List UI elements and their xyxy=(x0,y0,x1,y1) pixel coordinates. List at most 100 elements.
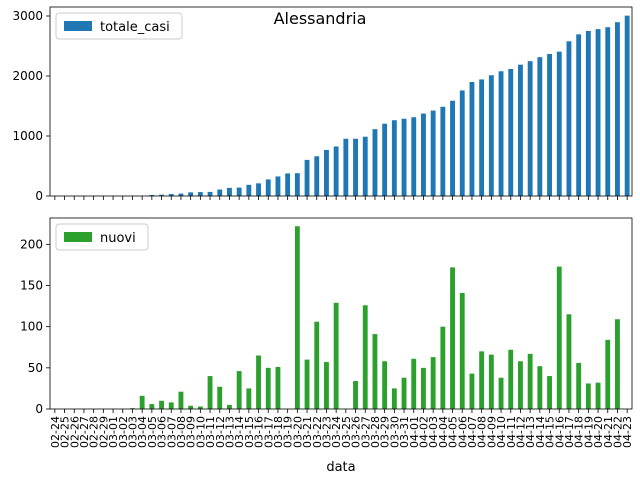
nuovi-x-tick-label: 04-01 xyxy=(408,416,421,448)
totale-casi-bar xyxy=(236,187,242,196)
nuovi-x-tick-label: 03-28 xyxy=(369,416,382,448)
totale-casi-panel: 0 1000 2000 3000 totale_casi xyxy=(12,6,633,203)
nuovi-x-tick-label: 02-25 xyxy=(59,416,72,448)
nuovi-x-tick-label: 02-28 xyxy=(88,416,101,448)
nuovi-x-tick-label: 04-17 xyxy=(563,416,576,448)
nuovi-y-tick-label: 150 xyxy=(20,279,43,293)
totale-casi-bar xyxy=(149,195,155,196)
nuovi-bar xyxy=(275,367,281,409)
nuovi-bar xyxy=(149,404,155,409)
nuovi-bar xyxy=(246,388,252,409)
nuovi-x-tick-label: 03-03 xyxy=(126,416,139,448)
nuovi-x-tick-label: 04-08 xyxy=(476,416,489,448)
nuovi-bar xyxy=(130,408,135,409)
nuovi-x-tick-label: 04-06 xyxy=(456,416,469,448)
totale-casi-bar xyxy=(391,120,397,196)
nuovi-bar xyxy=(236,371,242,409)
totale-casi-bar xyxy=(595,29,601,196)
nuovi-x-tick-label: 03-19 xyxy=(282,416,295,448)
totale-casi-bar xyxy=(469,82,475,196)
nuovi-bar xyxy=(168,402,174,409)
totale-casi-legend-box xyxy=(55,12,183,40)
totale-casi-bar xyxy=(488,75,494,196)
nuovi-x-tick-label: 04-09 xyxy=(485,416,498,448)
nuovi-bar xyxy=(488,354,494,409)
nuovi-bar xyxy=(333,302,339,409)
nuovi-x-tick-label: 04-23 xyxy=(621,416,634,448)
nuovi-bar xyxy=(178,391,184,409)
totale-casi-bar xyxy=(450,100,455,196)
nuovi-x-tick-label: 04-14 xyxy=(534,416,547,448)
nuovi-x-tick-label: 03-26 xyxy=(350,416,363,448)
x-axis-label: data xyxy=(326,460,355,475)
nuovi-x-tick-label: 04-02 xyxy=(417,416,430,448)
nuovi-x-tick-label: 03-09 xyxy=(185,416,198,448)
nuovi-bar xyxy=(440,326,446,409)
nuovi-y-tick-label: 100 xyxy=(20,320,43,334)
totale-casi-bar xyxy=(168,194,174,196)
nuovi-x-tick-label: 03-31 xyxy=(398,416,411,448)
nuovi-bar xyxy=(256,355,261,409)
nuovi-x-tick-label: 03-13 xyxy=(223,416,236,448)
nuovi-x-tick-label: 03-29 xyxy=(379,416,392,448)
nuovi-legend-box xyxy=(55,223,149,251)
nuovi-bar xyxy=(217,386,223,409)
totale-casi-bar xyxy=(314,156,320,196)
totale-casi-bar xyxy=(207,191,213,196)
nuovi-x-tick-label: 03-20 xyxy=(291,416,304,448)
totale-casi-bar xyxy=(421,113,426,196)
nuovi-bar xyxy=(430,357,436,409)
nuovi-bar xyxy=(508,349,514,409)
nuovi-bar xyxy=(372,334,378,409)
totale-casi-bar xyxy=(246,184,252,196)
nuovi-x-tick-label: 04-12 xyxy=(514,416,527,448)
nuovi-legend-label: nuovi xyxy=(100,231,136,246)
totale-casi-bar xyxy=(294,173,300,196)
nuovi-bar xyxy=(605,339,611,409)
nuovi-x-tick-label: 03-30 xyxy=(388,416,401,448)
totale-casi-bar xyxy=(498,71,504,196)
totale-casi-bar xyxy=(372,129,378,196)
nuovi-bar xyxy=(556,266,562,409)
nuovi-y-tick-label: 200 xyxy=(20,237,43,251)
totale-casi-legend-swatch xyxy=(64,21,92,31)
nuovi-x-tick-label: 04-19 xyxy=(582,416,595,448)
nuovi-panel: 0 50 100 150 200 02-2402-2502-2602-2702-2802-… xyxy=(20,217,634,448)
nuovi-x-tick-label: 03-08 xyxy=(175,416,188,448)
nuovi-bar xyxy=(227,404,232,409)
totale-casi-bar xyxy=(343,138,349,196)
nuovi-bar xyxy=(382,361,388,409)
nuovi-x-tick-label: 03-18 xyxy=(272,416,285,448)
nuovi-x-tick-label: 04-07 xyxy=(466,416,479,448)
nuovi-x-tick-label: 03-02 xyxy=(117,416,130,448)
totale-casi-bar xyxy=(353,138,358,196)
nuovi-bar xyxy=(566,314,572,409)
nuovi-x-tick-label: 03-01 xyxy=(107,416,120,448)
nuovi-x-tick-label: 02-29 xyxy=(97,416,110,448)
nuovi-bar xyxy=(518,361,523,409)
nuovi-bar xyxy=(188,405,194,409)
nuovi-legend-swatch xyxy=(64,232,92,242)
nuovi-bar xyxy=(294,226,300,409)
totale-casi-bar xyxy=(527,61,533,197)
totale-casi-bar xyxy=(537,57,543,196)
totale-casi-bar xyxy=(265,179,271,196)
totale-casi-bar xyxy=(362,136,368,196)
nuovi-x-tick-label: 03-27 xyxy=(359,416,372,448)
nuovi-x-tick-label: 03-16 xyxy=(253,416,266,448)
totale-casi-bar xyxy=(576,34,582,196)
totale-casi-bar xyxy=(605,27,611,196)
nuovi-bar xyxy=(498,377,504,409)
nuovi-bar xyxy=(314,321,320,409)
nuovi-bar xyxy=(479,351,485,409)
nuovi-bar xyxy=(537,366,543,409)
totale-casi-y-tick-label: 1000 xyxy=(12,129,43,143)
nuovi-x-tick-label: 04-20 xyxy=(592,416,605,448)
nuovi-x-tick-label: 03-22 xyxy=(311,416,324,448)
totale-casi-bar xyxy=(227,187,232,196)
nuovi-x-tick-label: 03-07 xyxy=(165,416,178,448)
nuovi-bar xyxy=(139,395,145,409)
totale-casi-bar xyxy=(197,192,203,196)
